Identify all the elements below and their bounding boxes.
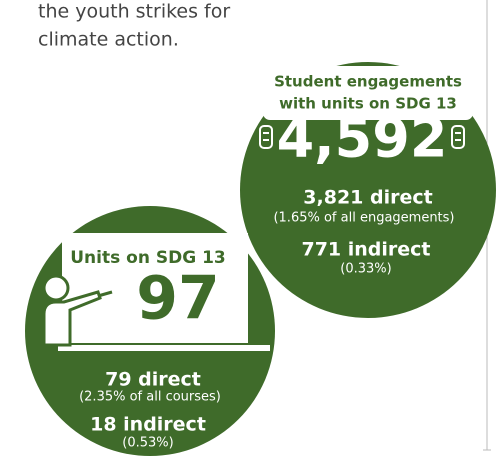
engagement-indirect: 771 indirect xyxy=(301,239,430,261)
units-direct-note: (2.35% of all courses) xyxy=(79,390,221,405)
intro-line: the youth strikes for xyxy=(38,1,230,23)
engagement-direct-note: (1.65% of all engagements) xyxy=(273,211,454,226)
engagement-direct: 3,821 direct xyxy=(303,187,432,209)
units-total: 97 xyxy=(136,264,220,334)
engagement-indirect-note: (0.33%) xyxy=(340,262,391,277)
whiteboard-ledge xyxy=(58,345,270,351)
units-direct: 79 direct xyxy=(105,369,201,391)
engagement-total: 4,592 xyxy=(277,107,448,170)
intro-line: climate action. xyxy=(38,29,179,51)
infographic: the youth strikes for climate action. St… xyxy=(0,0,502,461)
engagement-title: Student engagements xyxy=(274,73,462,91)
units-indirect: 18 indirect xyxy=(90,414,206,436)
units-indirect-note: (0.53%) xyxy=(122,436,173,451)
